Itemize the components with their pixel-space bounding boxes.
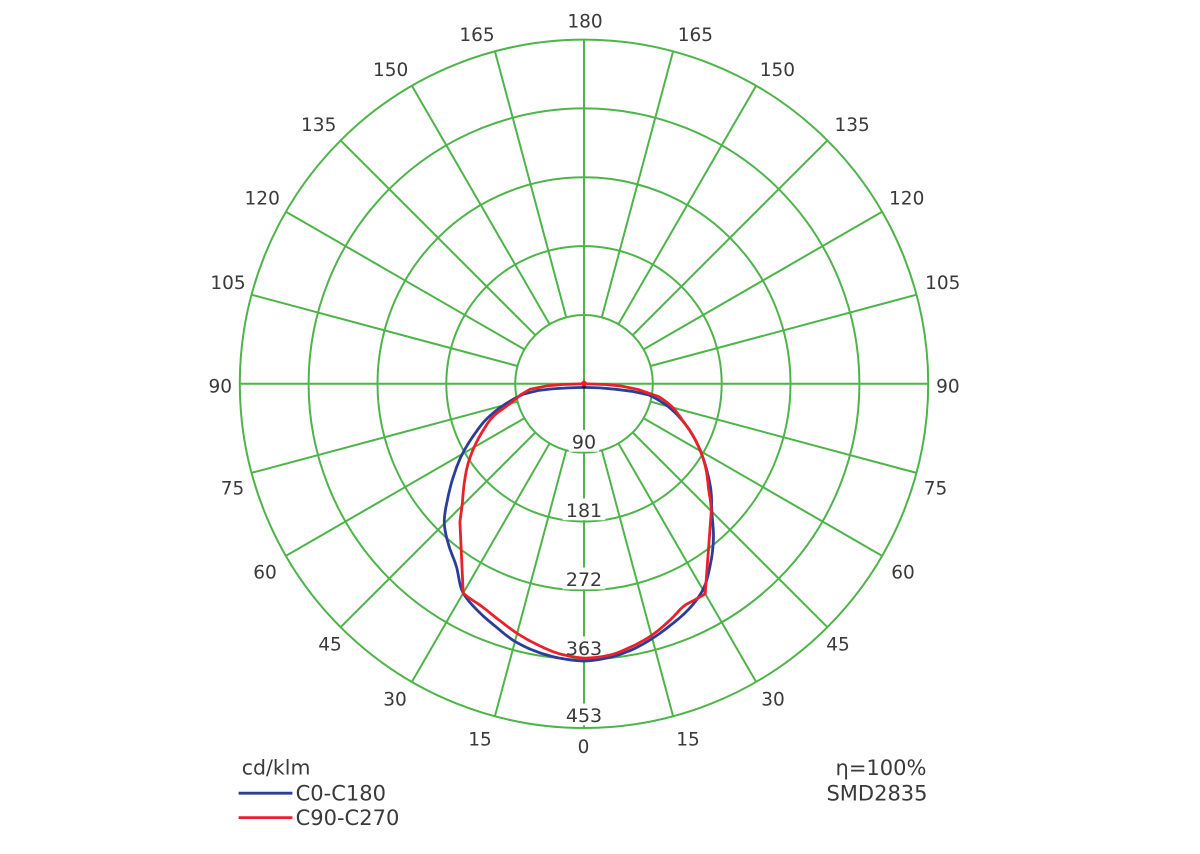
svg-text:30: 30 <box>761 690 785 711</box>
svg-text:135: 135 <box>834 115 869 136</box>
svg-text:120: 120 <box>889 188 924 209</box>
svg-text:75: 75 <box>221 478 245 499</box>
svg-text:C90-C270: C90-C270 <box>296 806 400 830</box>
svg-text:165: 165 <box>678 25 713 46</box>
svg-text:η=100%: η=100% <box>836 756 927 780</box>
svg-text:75: 75 <box>924 478 948 499</box>
svg-text:60: 60 <box>253 563 277 584</box>
svg-text:135: 135 <box>301 115 336 136</box>
svg-text:45: 45 <box>826 635 850 656</box>
svg-text:150: 150 <box>373 60 408 81</box>
svg-text:363: 363 <box>566 638 602 660</box>
svg-text:105: 105 <box>210 273 245 294</box>
svg-text:181: 181 <box>566 500 602 522</box>
svg-text:cd/klm: cd/klm <box>242 756 311 780</box>
svg-text:150: 150 <box>760 60 795 81</box>
svg-text:60: 60 <box>891 563 915 584</box>
svg-text:165: 165 <box>459 25 494 46</box>
svg-text:30: 30 <box>383 690 407 711</box>
svg-text:120: 120 <box>245 188 280 209</box>
svg-text:0: 0 <box>578 737 590 758</box>
svg-text:C0-C180: C0-C180 <box>296 782 386 806</box>
svg-text:105: 105 <box>925 273 960 294</box>
svg-text:90: 90 <box>209 376 233 397</box>
svg-text:SMD2835: SMD2835 <box>826 782 927 806</box>
svg-text:453: 453 <box>566 705 602 727</box>
svg-text:272: 272 <box>566 569 602 591</box>
svg-text:15: 15 <box>468 730 492 751</box>
svg-text:45: 45 <box>318 635 342 656</box>
svg-text:15: 15 <box>676 730 700 751</box>
svg-text:90: 90 <box>936 376 960 397</box>
svg-text:180: 180 <box>567 12 602 33</box>
svg-text:90: 90 <box>572 431 596 453</box>
